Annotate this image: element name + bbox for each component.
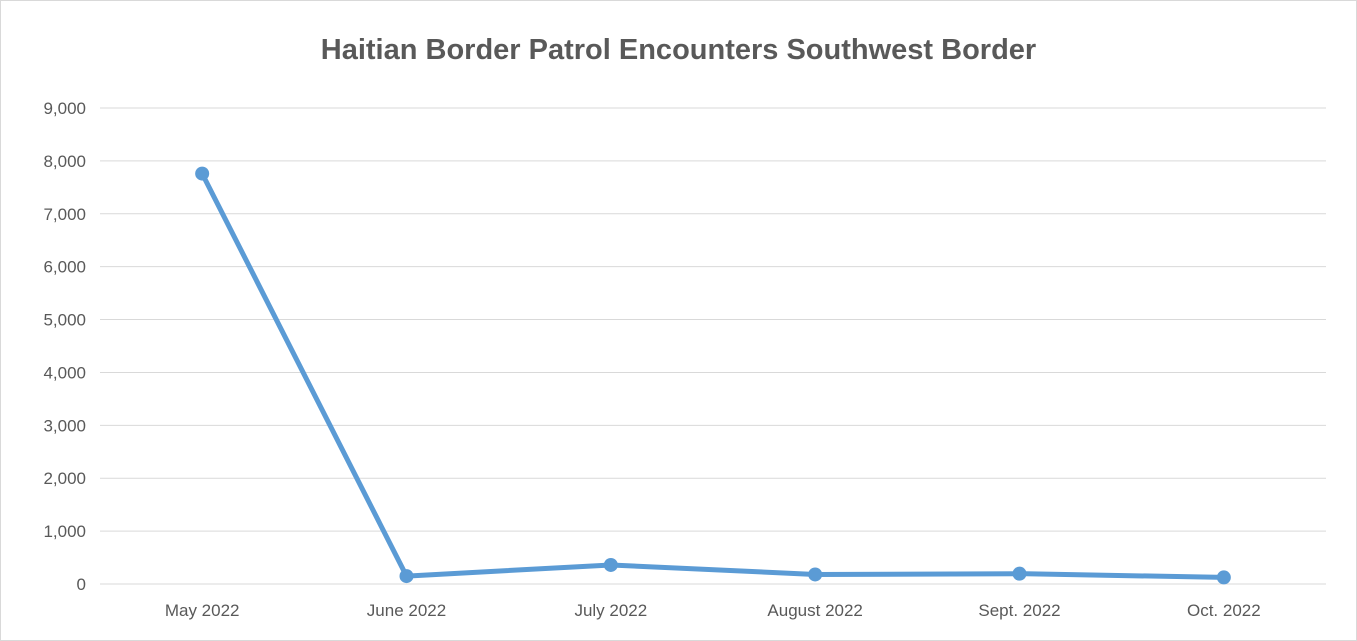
y-tick-label: 7,000 <box>43 205 86 224</box>
y-tick-label: 0 <box>77 575 86 594</box>
x-tick-label: July 2022 <box>574 601 647 620</box>
gridlines <box>100 107 1326 585</box>
series-layer <box>195 166 1231 585</box>
x-tick-label: Oct. 2022 <box>1187 601 1261 620</box>
y-tick-label: 4,000 <box>43 363 86 382</box>
y-tick-label: 1,000 <box>43 522 86 541</box>
data-point <box>1012 566 1027 581</box>
y-tick-label: 2,000 <box>43 469 86 488</box>
chart-title: Haitian Border Patrol Encounters Southwe… <box>320 34 1037 66</box>
x-tick-label: May 2022 <box>165 601 240 620</box>
y-tick-label: 9,000 <box>43 99 86 118</box>
y-tick-label: 3,000 <box>43 416 86 435</box>
x-tick-label: June 2022 <box>367 601 446 620</box>
data-point <box>1216 570 1231 585</box>
data-point <box>808 567 823 582</box>
y-tick-label: 8,000 <box>43 152 86 171</box>
y-tick-label: 6,000 <box>43 258 86 277</box>
x-tick-label: Sept. 2022 <box>978 601 1060 620</box>
data-point <box>399 569 414 584</box>
data-point <box>603 557 618 572</box>
series-line <box>199 171 1227 580</box>
data-point <box>195 166 210 181</box>
y-tick-label: 5,000 <box>43 311 86 330</box>
y-axis-tick-labels: 0 1,000 2,000 3,000 4,000 5,000 6,000 7,000 8,00… <box>43 99 86 594</box>
x-axis-tick-labels: May 2022 June 2022 July 2022 August 2022 Sep… <box>165 601 1261 620</box>
x-tick-label: August 2022 <box>767 601 862 620</box>
